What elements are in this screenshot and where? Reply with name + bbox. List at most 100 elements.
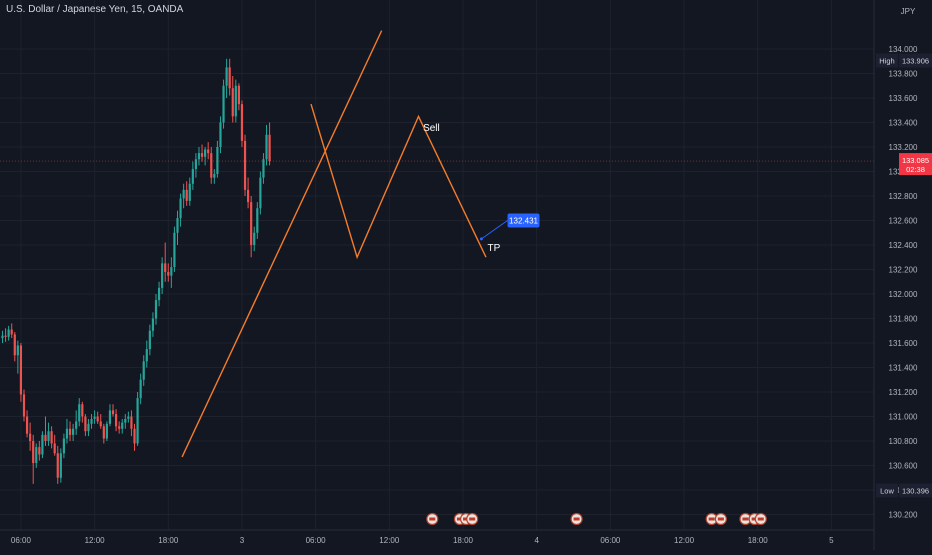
time-tick-label: 18:00	[158, 536, 179, 545]
candle-body	[99, 421, 102, 427]
candle-body	[90, 418, 93, 424]
time-tick-label: 5	[829, 536, 834, 545]
candle	[262, 153, 265, 184]
candle	[96, 411, 99, 424]
candle-body	[185, 189, 188, 201]
candle	[35, 443, 38, 468]
price-axis[interactable]	[874, 0, 932, 550]
candle-body	[65, 428, 69, 439]
candle	[182, 183, 185, 209]
candle	[142, 355, 145, 386]
candle	[90, 414, 93, 429]
event-icon-flag	[717, 517, 724, 521]
event-icon-flag	[429, 517, 436, 521]
candle	[127, 411, 130, 423]
zigzag-projection	[310, 103, 487, 260]
candle	[188, 177, 191, 206]
candle	[50, 426, 53, 449]
candle	[250, 196, 253, 258]
candle-body	[96, 416, 99, 422]
event-icon-flag	[751, 517, 758, 521]
event-icon-flag	[757, 517, 764, 521]
candle	[38, 441, 41, 461]
candle-body	[262, 159, 265, 178]
candle	[154, 294, 158, 325]
candle	[139, 373, 142, 405]
candle-body	[124, 418, 127, 423]
candle-body	[173, 232, 176, 268]
sell-label: Sell	[423, 123, 440, 134]
candle	[108, 404, 112, 427]
candle	[19, 343, 23, 402]
candle-body	[194, 159, 198, 170]
tp-label: TP	[488, 243, 501, 254]
candle-body	[121, 422, 124, 429]
candle-body	[161, 263, 164, 288]
candle-body	[164, 263, 167, 272]
candle	[25, 410, 29, 438]
economic-event-icon[interactable]	[754, 512, 767, 526]
candle-body	[127, 416, 130, 419]
candle-body	[188, 183, 191, 201]
candle	[200, 144, 204, 162]
candle	[1, 330, 4, 343]
candle	[268, 122, 271, 166]
candle	[78, 398, 81, 427]
candle-body	[191, 169, 194, 184]
economic-event-icon[interactable]	[714, 512, 727, 526]
last-price-badge	[899, 153, 932, 176]
candle	[256, 202, 259, 239]
candle-body	[105, 423, 108, 439]
candle-body	[216, 147, 219, 174]
economic-event-icon[interactable]	[426, 512, 439, 526]
candle-body	[139, 379, 142, 399]
candle-body	[243, 140, 247, 190]
candle	[243, 134, 247, 196]
candle	[124, 414, 127, 429]
event-layer	[426, 512, 767, 526]
candle-body	[250, 202, 253, 245]
candle	[93, 410, 96, 424]
countdown-text: 02:38	[906, 165, 925, 174]
target-callout-line	[481, 220, 508, 240]
candle-body	[234, 85, 237, 117]
high-tag-label: High	[879, 57, 894, 66]
price-tick-label: 131.200	[889, 388, 918, 397]
candle-body	[50, 431, 53, 444]
candle-body	[157, 287, 161, 301]
candle	[81, 401, 84, 423]
economic-event-icon[interactable]	[570, 512, 583, 526]
candle	[237, 83, 240, 111]
candle-body	[148, 330, 151, 350]
candle	[22, 389, 26, 422]
candle-body	[68, 428, 72, 435]
candle-body	[13, 334, 16, 356]
candle	[207, 142, 210, 160]
candle-body	[41, 434, 44, 455]
symbol-title[interactable]: U.S. Dollar / Japanese Yen, 15, OANDA	[6, 4, 184, 15]
economic-event-icon[interactable]	[466, 512, 479, 526]
price-tick-label: 131.400	[889, 364, 918, 373]
candle-body	[240, 104, 244, 141]
candle-body	[44, 434, 47, 441]
candle	[225, 58, 228, 98]
candle-body	[151, 318, 155, 331]
time-tick-label: 12:00	[85, 536, 106, 545]
candle	[87, 418, 90, 437]
candle-body	[22, 394, 26, 417]
candle-body	[182, 189, 185, 199]
time-tick-label: 18:00	[748, 536, 769, 545]
candle	[13, 331, 16, 362]
candle	[145, 340, 148, 368]
candle-body	[7, 329, 10, 337]
trend-line	[181, 30, 383, 458]
candle	[133, 423, 136, 451]
candle	[29, 422, 32, 451]
candle	[7, 325, 10, 341]
candle	[4, 328, 7, 342]
candle-body	[136, 398, 139, 444]
candle-body	[59, 453, 62, 478]
candle	[157, 281, 161, 307]
